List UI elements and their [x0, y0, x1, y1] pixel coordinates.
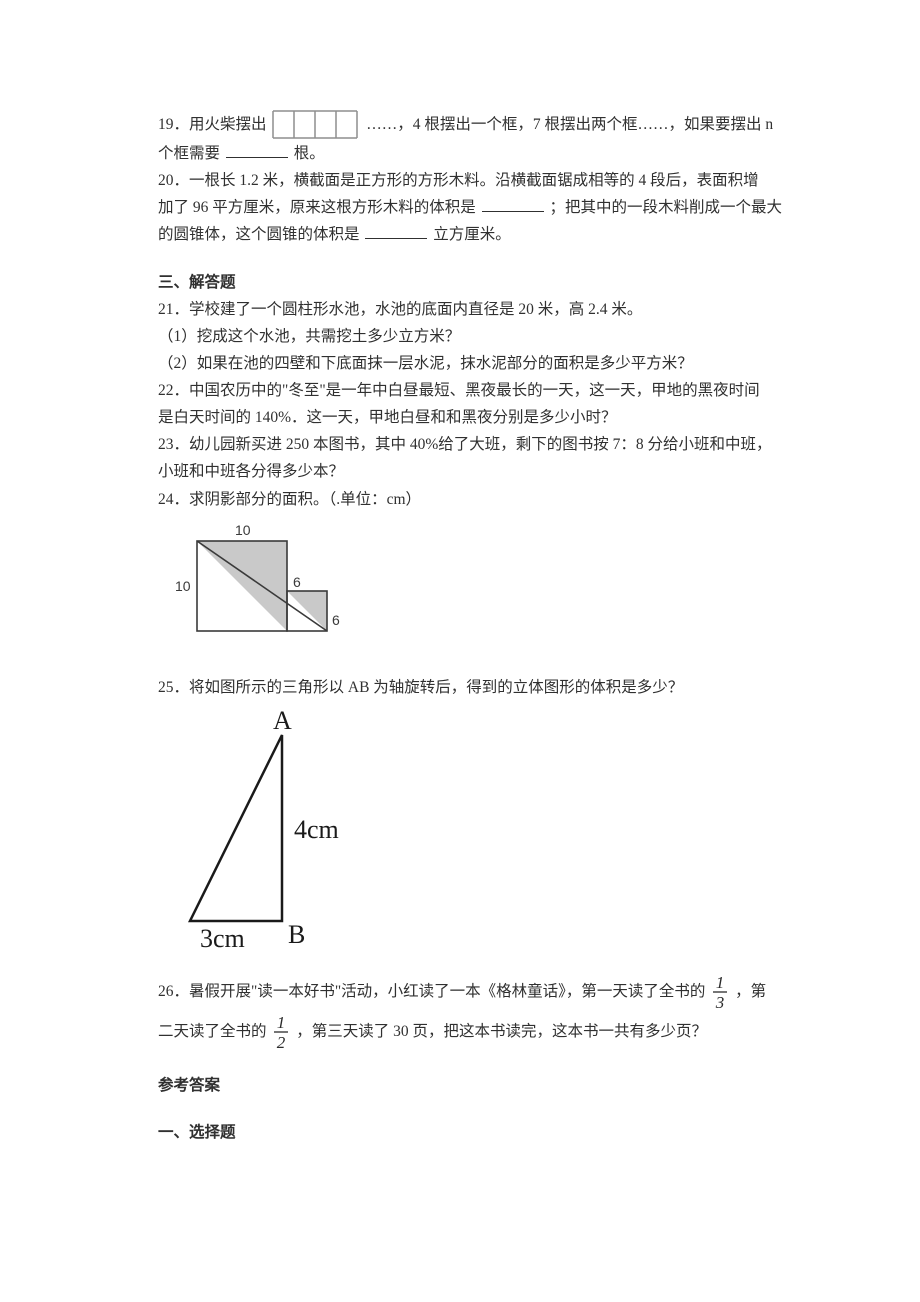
question-20-l1: 20．一根长 1.2 米，横截面是正方形的方形木料。沿横截面锯成相等的 4 段后… [158, 167, 790, 194]
q26-l2a: 二天读了全书的 [158, 1023, 267, 1040]
question-22-l1: 22．中国农历中的"冬至"是一年中白昼最短、黑夜最长的一天，这一天，甲地的黑夜时… [158, 377, 790, 404]
question-25: 25．将如图所示的三角形以 AB 为轴旋转后，得到的立体图形的体积是多少？ [158, 674, 790, 701]
q19-l2a: 个框需要 [158, 145, 220, 162]
question-20-l2: 加了 96 平方厘米，原来这根方形木料的体积是 ；把其中的一段木料削成一个最大 [158, 194, 790, 221]
section-3-title: 三、解答题 [158, 269, 790, 296]
fraction-1-3: 13 [711, 972, 729, 1012]
question-22-l2: 是白天时间的 140%．这一天，甲地白昼和和黑夜分别是多少小时？ [158, 404, 790, 431]
q20-l3a: 的圆锥体，这个圆锥的体积是 [158, 226, 360, 243]
svg-text:10: 10 [175, 578, 191, 594]
svg-text:4cm: 4cm [294, 815, 339, 844]
blank-field [482, 197, 544, 212]
question-23-l2: 小班和中班各分得多少本？ [158, 458, 790, 485]
question-21: 21．学校建了一个圆柱形水池，水池的底面内直径是 20 米，高 2.4 米。 [158, 296, 790, 323]
matchstick-boxes-icon [272, 110, 360, 140]
question-21-p1: （1）挖成这个水池，共需挖土多少立方米？ [158, 323, 790, 350]
question-19: 19．用火柴摆出 ……，4 根摆出一个框，7 根摆出两个框……，如果要摆出 n [158, 110, 790, 140]
svg-text:10: 10 [235, 522, 251, 538]
figure-q25: A B 4cm 3cm [162, 707, 790, 966]
figure-q24: 10 10 6 6 [162, 519, 790, 668]
question-24: 24．求阴影部分的面积。（.单位：cm） [158, 486, 790, 513]
answers-title: 参考答案 [158, 1072, 790, 1099]
svg-text:3: 3 [715, 993, 725, 1012]
svg-text:1: 1 [277, 1013, 286, 1032]
blank-field [365, 224, 427, 239]
svg-text:B: B [288, 920, 305, 949]
question-26-l2: 二天读了全书的 12 ，第三天读了 30 页，把这本书读完，这本书一共有多少页？ [158, 1012, 790, 1052]
question-21-p2: （2）如果在池的四壁和下底面抹一层水泥，抹水泥部分的面积是多少平方米？ [158, 350, 790, 377]
svg-text:3cm: 3cm [200, 924, 245, 953]
q26-l1a: 26．暑假开展"读一本好书"活动，小红读了一本《格林童话》，第一天读了全书的 [158, 983, 705, 1000]
svg-text:1: 1 [716, 973, 725, 992]
fraction-1-2: 12 [272, 1012, 290, 1052]
q20-l2b: ；把其中的一段木料削成一个最大 [550, 199, 783, 216]
q26-l2b: ，第三天读了 30 页，把这本书读完，这本书一共有多少页？ [296, 1023, 707, 1040]
question-23-l1: 23．幼儿园新买进 250 本图书，其中 40%给了大班，剩下的图书按 7：8 … [158, 431, 790, 458]
q19-prefix: 19．用火柴摆出 [158, 116, 270, 133]
section-1-title: 一、选择题 [158, 1119, 790, 1146]
svg-text:2: 2 [277, 1033, 286, 1052]
question-20-l3: 的圆锥体，这个圆锥的体积是 立方厘米。 [158, 221, 790, 248]
q26-l1b: ，第 [735, 983, 766, 1000]
q19-after-boxes: ……，4 根摆出一个框，7 根摆出两个框……，如果要摆出 n [366, 116, 773, 133]
svg-text:6: 6 [293, 574, 301, 590]
question-19-line2: 个框需要 根。 [158, 140, 790, 167]
blank-field [226, 143, 288, 158]
q19-l2b: 根。 [294, 145, 325, 162]
q20-l2a: 加了 96 平方厘米，原来这根方形木料的体积是 [158, 199, 476, 216]
svg-text:A: A [273, 707, 292, 735]
page-content: 19．用火柴摆出 ……，4 根摆出一个框，7 根摆出两个框……，如果要摆出 n … [0, 0, 920, 1206]
svg-text:6: 6 [332, 612, 340, 628]
q20-l3b: 立方厘米。 [433, 226, 511, 243]
question-26-l1: 26．暑假开展"读一本好书"活动，小红读了一本《格林童话》，第一天读了全书的 1… [158, 972, 790, 1012]
